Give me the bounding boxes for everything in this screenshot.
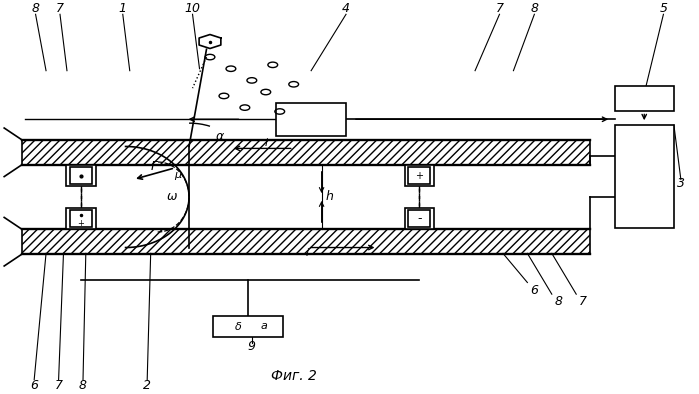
Text: 4: 4 — [342, 2, 350, 15]
Bar — [22, 229, 590, 255]
Bar — [408, 210, 431, 227]
Text: +: + — [78, 219, 85, 228]
Text: 7: 7 — [56, 2, 64, 15]
Text: 8: 8 — [79, 379, 87, 392]
Text: 3: 3 — [677, 177, 685, 190]
Text: F: F — [150, 160, 158, 173]
Text: 6: 6 — [30, 379, 38, 392]
Text: 6: 6 — [531, 284, 538, 297]
Text: 9: 9 — [248, 340, 256, 353]
Text: -: - — [417, 212, 421, 225]
Text: 1: 1 — [119, 2, 127, 15]
Text: $\omega$: $\omega$ — [166, 191, 178, 203]
Bar — [22, 139, 590, 165]
Text: 8: 8 — [531, 2, 538, 15]
Text: $\delta$: $\delta$ — [233, 320, 242, 332]
Bar — [66, 208, 96, 229]
Bar — [276, 103, 346, 136]
Bar — [614, 86, 674, 112]
Text: +: + — [415, 171, 424, 180]
Text: i: i — [306, 248, 309, 258]
Bar — [614, 125, 674, 228]
Text: h: h — [326, 191, 334, 203]
Text: 2: 2 — [143, 379, 151, 392]
Bar — [408, 167, 431, 184]
Text: 7: 7 — [55, 379, 63, 392]
Text: 7: 7 — [496, 2, 503, 15]
Text: $\alpha$: $\alpha$ — [215, 130, 226, 143]
Text: $\mu$: $\mu$ — [174, 170, 183, 182]
Bar — [213, 316, 283, 337]
Bar — [70, 210, 92, 227]
Text: 8: 8 — [31, 2, 40, 15]
Text: 7: 7 — [579, 296, 587, 309]
Bar — [405, 165, 434, 186]
Bar — [66, 165, 96, 186]
Text: i: i — [264, 138, 267, 148]
Bar — [405, 208, 434, 229]
Text: a: a — [260, 321, 267, 331]
Text: 10: 10 — [185, 2, 201, 15]
Bar — [70, 167, 92, 184]
Text: 8: 8 — [555, 296, 563, 309]
Text: Фиг. 2: Фиг. 2 — [271, 369, 317, 383]
Text: 5: 5 — [659, 2, 668, 15]
